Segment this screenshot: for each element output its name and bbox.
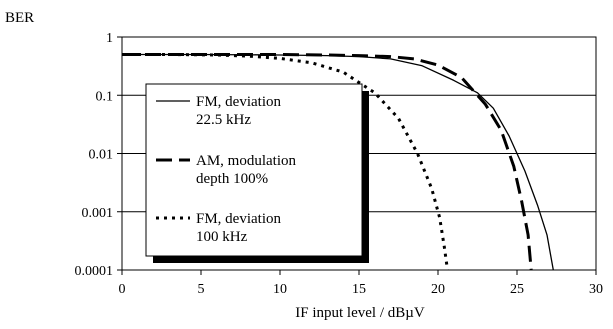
x-tick-label: 0	[119, 282, 126, 297]
y-tick-label: 1	[106, 31, 113, 46]
plot-frame	[121, 36, 597, 271]
legend-label: AM, modulation	[196, 153, 296, 169]
x-tick-labels: 0 5 10 15 20 25 30	[119, 270, 603, 297]
data-series	[122, 53, 554, 271]
x-tick-label: 10	[273, 282, 287, 297]
y-tick-label: 0.001	[82, 206, 114, 221]
legend-label: FM, deviation	[196, 211, 281, 227]
legend-box	[145, 83, 363, 257]
legend: FM, deviation 22.5 kHz AM, modulation depth…	[145, 83, 369, 263]
x-tick-label: 25	[510, 282, 524, 297]
y-tick-label: 0.0001	[75, 264, 114, 279]
y-tick-label: 0.01	[89, 148, 114, 163]
legend-label: 100 kHz	[196, 229, 248, 245]
series-line-dotted	[122, 53, 449, 271]
x-axis-title: IF input level / dBµV	[295, 305, 425, 321]
y-tick-label: 0.1	[96, 89, 114, 104]
y-tick-labels: 1 0.1 0.01 0.001 0.0001	[75, 31, 122, 279]
legend-label: 22.5 kHz	[196, 112, 251, 128]
x-tick-label: 20	[431, 282, 445, 297]
legend-label: depth 100%	[196, 171, 268, 187]
y-axis-title: BER	[5, 10, 34, 26]
series-line-dashed	[122, 53, 533, 271]
x-tick-label: 15	[352, 282, 366, 297]
x-tick-label: 5	[198, 282, 205, 297]
legend-label: FM, deviation	[196, 94, 281, 110]
x-tick-label: 30	[589, 282, 603, 297]
